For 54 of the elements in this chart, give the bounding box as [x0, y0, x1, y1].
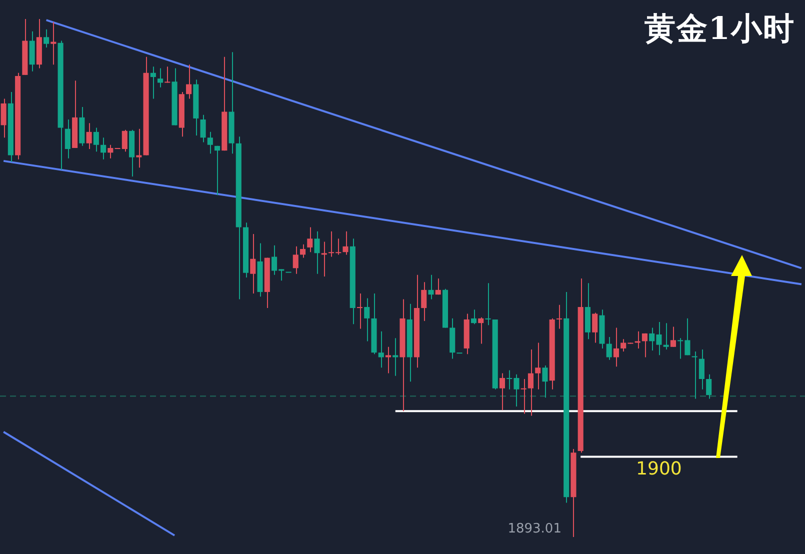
candlestick [342, 230, 348, 256]
candlestick [164, 66, 170, 84]
candlestick [428, 274, 434, 300]
candlestick [542, 365, 548, 398]
candlestick [692, 351, 698, 400]
candlestick [300, 244, 306, 258]
candlestick [613, 327, 619, 368]
candlestick [307, 226, 313, 253]
candlestick [556, 304, 562, 330]
candlestick [592, 312, 598, 344]
candlestick [314, 230, 320, 274]
candlestick [64, 118, 70, 159]
candlestick [44, 28, 50, 48]
candlestick [292, 246, 298, 274]
candlestick [528, 348, 534, 416]
annotation: 1893.01 [508, 521, 562, 536]
candlestick [634, 330, 640, 349]
candlestick [485, 282, 491, 326]
candlestick [93, 127, 99, 152]
candlestick [478, 316, 484, 344]
candlestick [385, 346, 392, 374]
candlestick [606, 336, 612, 360]
candlestick [186, 64, 192, 100]
candlestick [392, 338, 398, 376]
candlestick [100, 137, 106, 160]
candlestick [364, 298, 370, 342]
candlestick [435, 278, 441, 296]
candlestick [663, 322, 669, 350]
candlestick [158, 68, 164, 88]
candlestick [200, 114, 206, 143]
candlestick [470, 309, 477, 325]
candlestick [499, 372, 506, 411]
candlestick [136, 128, 142, 168]
candlestick [698, 348, 704, 390]
candlestick [356, 293, 363, 330]
candlestick [150, 66, 156, 100]
candlestick [29, 30, 35, 72]
candlestick [108, 144, 114, 159]
candlestick [0, 98, 6, 138]
candlestick [520, 378, 526, 414]
candlestick [421, 282, 427, 322]
candlestick [378, 330, 384, 368]
candlestick [50, 22, 56, 66]
candlestick [670, 326, 676, 348]
candlestick [86, 122, 92, 150]
candlestick [207, 131, 213, 154]
candlestick [535, 342, 541, 390]
candlestick [321, 241, 327, 277]
series-label: 1900 [636, 458, 682, 480]
chart-title: 黄金1小时 [644, 10, 795, 49]
candlestick [706, 374, 712, 400]
candlestick [214, 145, 220, 196]
candlestick [250, 233, 256, 294]
candlestick [642, 332, 648, 358]
